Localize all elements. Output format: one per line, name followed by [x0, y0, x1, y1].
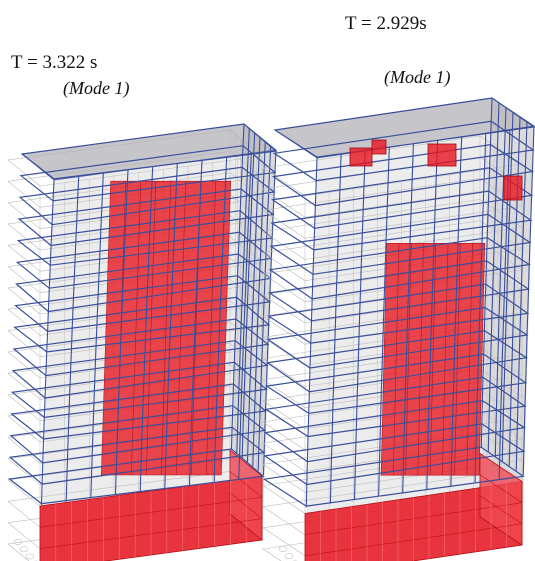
front-column-line: [164, 163, 178, 489]
core-wall-line: [454, 243, 461, 476]
side-column-line: [508, 116, 521, 466]
side-column-line: [501, 111, 514, 462]
rooftop-core-wall: [371, 139, 387, 155]
mode-label-left: (Mode 1): [63, 78, 130, 98]
front-column-line: [353, 150, 366, 501]
front-column-line: [378, 147, 390, 497]
deformed-frame: [262, 97, 535, 508]
rooftop-core-wall: [349, 147, 373, 167]
rooftop-core-boxes: [349, 139, 523, 201]
front-column-line: [305, 157, 318, 508]
front-column-line: [40, 179, 55, 506]
podium-floor-line: [39, 492, 263, 549]
side-column-line: [487, 102, 500, 452]
side-column-line: [257, 145, 272, 471]
side-column-line: [236, 128, 250, 454]
podium: [304, 452, 523, 561]
core-wall-line: [205, 181, 217, 476]
grid-axis-bubble: [13, 539, 23, 545]
side-column-line: [230, 123, 245, 450]
grid-axis-bubble: [25, 553, 35, 560]
front-column-line: [426, 140, 439, 490]
front-column-line: [213, 156, 228, 482]
grid-axis-bubble: [284, 553, 294, 560]
grid-axis-markers: [13, 539, 39, 561]
front-column-line: [65, 176, 80, 502]
front-column-line: [262, 149, 277, 476]
core-wall-line: [130, 181, 142, 476]
front-column-line: [114, 169, 129, 496]
front-column-line: [329, 154, 342, 504]
front-column-line: [474, 133, 487, 483]
rooftop-core-wall: [503, 175, 523, 201]
core-wall-line: [405, 243, 412, 476]
front-column-line: [238, 153, 252, 479]
podium-floor-line: [304, 474, 523, 535]
podium-floor-line: [304, 495, 523, 557]
front-column-line: [450, 136, 463, 486]
mode-label-right: (Mode 1): [384, 67, 451, 87]
side-column-line: [494, 107, 507, 457]
building-model-left: [7, 123, 278, 561]
core-wall-line: [429, 243, 437, 476]
grid-axis-bubble: [19, 546, 29, 553]
period-label-right: T = 2.929s: [345, 13, 427, 34]
side-column-line: [480, 97, 493, 448]
period-label-left: T = 3.322 s: [11, 52, 98, 73]
podium-floor-line: [39, 471, 263, 528]
core-walls: [380, 243, 486, 476]
grid-axis-bubble: [278, 546, 288, 552]
rooftop-core-wall: [427, 143, 457, 167]
front-column-line: [90, 173, 104, 499]
front-column-line: [139, 166, 154, 492]
building-model-right: [262, 97, 535, 561]
side-column-line: [515, 121, 528, 471]
core-wall-line: [175, 181, 187, 476]
side-column-line: [246, 136, 261, 463]
deformed-frame: [7, 123, 278, 506]
front-column-line: [188, 159, 203, 486]
side-column-line: [241, 132, 256, 458]
front-column-line: [522, 125, 535, 476]
front-column-line: [402, 143, 414, 493]
side-column-line: [252, 141, 266, 467]
podium: [39, 449, 263, 561]
